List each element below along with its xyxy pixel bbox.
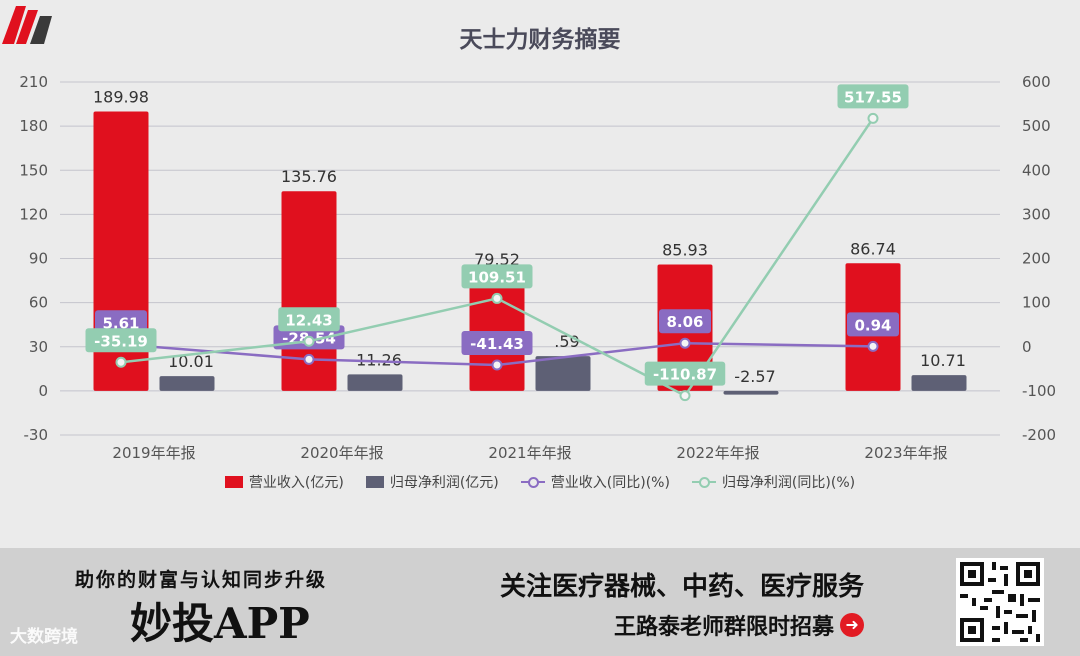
promo-app-name: 妙投APP <box>130 599 310 648</box>
line-label-box <box>85 328 157 353</box>
chart-area: 天士力财务摘要 -30 0 30 60 90 120 150 180 210 -200 -100 0 1… <box>0 6 1080 492</box>
bar-data-label: -2.57 <box>734 367 775 386</box>
line-data-label: 517.55 <box>844 88 902 106</box>
promo-banner[interactable]: 助你的财富与认知同步升级 妙投APP 大数跨境 关注医疗器械、中药、医疗服务 王… <box>0 548 1080 656</box>
bar <box>535 356 591 391</box>
promo-recruit-text: 王路泰老师群限时招募 <box>614 615 835 640</box>
legend-item-net-profit-yoy[interactable]: 归母净利润(同比)(%) <box>691 472 856 492</box>
legend-label-net-profit: 归母净利润(亿元) <box>389 475 499 491</box>
line-data-label: 12.43 <box>285 311 332 329</box>
bar-data-label: 79.52 <box>474 250 520 269</box>
y-left-tick-label: 150 <box>19 161 48 179</box>
line-data-label: -110.87 <box>653 366 717 384</box>
line-data-label: 8.06 <box>666 313 703 331</box>
legend-item-revenue-yoy[interactable]: 营业收入(同比)(%) <box>520 472 670 492</box>
legend-swatch-net-profit <box>365 476 384 488</box>
line-point <box>491 292 503 304</box>
y-right-tick-label: 200 <box>1022 250 1051 268</box>
bar-data-label: 10.71 <box>920 351 966 370</box>
y-right-tick-label: 0 <box>1022 338 1032 356</box>
bar <box>911 375 967 391</box>
m-logo-icon <box>2 6 52 44</box>
y-right-tick-label: 600 <box>1022 73 1051 91</box>
y-left-tick-label: 210 <box>19 73 48 91</box>
y-left-tick-label: 30 <box>29 338 48 356</box>
y-left-tick-label: 120 <box>19 205 48 223</box>
legend-label-revenue: 营业收入(亿元) <box>248 475 344 491</box>
x-tick-label: 2022年年报 <box>676 444 759 462</box>
line-label-box <box>837 84 909 109</box>
y-left-tick-label: 0 <box>38 382 48 400</box>
line-point <box>303 353 315 365</box>
bar-data-label: 189.98 <box>93 87 149 106</box>
legend-swatch-net-profit-yoy <box>691 476 716 488</box>
y-right-tick-label: -100 <box>1022 382 1056 400</box>
promo-tagline: 助你的财富与认知同步升级 <box>75 569 328 591</box>
legend-label-revenue-yoy: 营业收入(同比)(%) <box>550 475 670 491</box>
bar <box>347 374 403 391</box>
line-point <box>867 112 879 124</box>
x-tick-label: 2021年年报 <box>488 444 571 462</box>
line-point <box>679 337 691 349</box>
chart-title: 天士力财务摘要 <box>459 27 621 53</box>
y-right-tick-label: 300 <box>1022 205 1051 223</box>
promo-recruit[interactable]: 王路泰老师群限时招募 ➜ <box>614 609 865 641</box>
x-tick-label: 2020年年报 <box>300 444 383 462</box>
y-right-tick-label: -200 <box>1022 426 1056 444</box>
y-left-tick-label: -30 <box>24 426 49 444</box>
line-label-box <box>461 331 533 356</box>
bar-data-label: 135.76 <box>281 167 337 186</box>
chart-legend: 营业收入(亿元) 归母净利润(亿元) 营业收入(同比)(%) 归母净利润(同比)… <box>0 472 1080 492</box>
y-right-tick-label: 100 <box>1022 294 1051 312</box>
y-left-tick-label: 60 <box>29 294 48 312</box>
y-right-tick-label: 500 <box>1022 117 1051 135</box>
line-point <box>491 359 503 371</box>
legend-label-net-profit-yoy: 归母净利润(同比)(%) <box>721 475 856 491</box>
line-label-box <box>278 307 340 332</box>
line-label-box <box>644 361 726 386</box>
bar <box>159 376 215 391</box>
legend-swatch-revenue-yoy <box>520 476 545 488</box>
line-label-box <box>95 310 147 335</box>
x-tick-label: 2019年年报 <box>112 444 195 462</box>
line-label-box <box>847 312 899 337</box>
bar <box>723 390 779 395</box>
line-data-label: -41.43 <box>470 335 524 353</box>
qr-code-icon[interactable] <box>956 558 1044 646</box>
line-point <box>867 340 879 352</box>
y-left-tick-label: 90 <box>29 250 48 268</box>
watermark: 大数跨境 <box>10 627 78 647</box>
legend-item-revenue[interactable]: 营业收入(亿元) <box>224 472 344 492</box>
line-data-label: 0.94 <box>854 316 891 334</box>
bar-data-label: 86.74 <box>850 239 896 258</box>
promo-headline: 关注医疗器械、中药、医疗服务 <box>500 572 865 602</box>
bar-data-label: 11.26 <box>356 350 402 369</box>
arrow-right-circle-icon: ➜ <box>840 613 865 637</box>
line-point <box>115 356 127 368</box>
x-tick-label: 2023年年报 <box>864 444 947 462</box>
line-label-box <box>659 309 711 334</box>
line-data-label: 109.51 <box>468 268 526 286</box>
line-data-label: 5.61 <box>102 314 139 332</box>
y-right-tick-label: 400 <box>1022 161 1051 179</box>
legend-item-net-profit[interactable]: 归母净利润(亿元) <box>365 472 499 492</box>
bar-data-label: 85.93 <box>662 240 708 259</box>
line-label-box <box>461 264 533 289</box>
line-data-label: -35.19 <box>94 332 148 350</box>
y-left-tick-label: 180 <box>19 117 48 135</box>
line-point <box>303 335 315 347</box>
chart-svg: -30 0 30 60 90 120 150 180 210 -200 -100 0 100 200 300… <box>19 73 1056 462</box>
legend-swatch-revenue <box>224 476 243 488</box>
line-point <box>679 390 691 402</box>
